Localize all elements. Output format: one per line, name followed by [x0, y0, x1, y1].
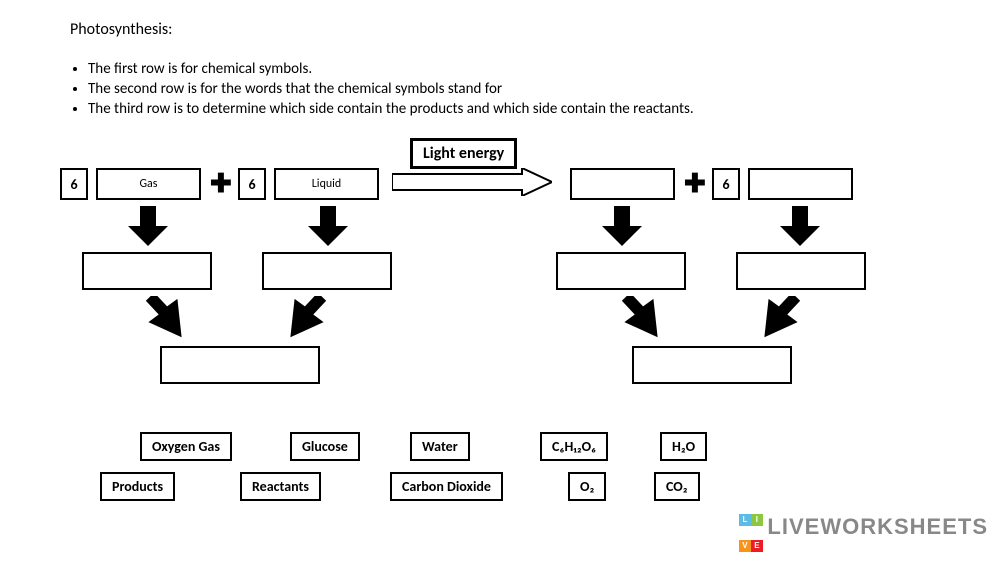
symbol-box-gas[interactable]: Gas: [96, 168, 201, 200]
down-arrow-icon: [308, 206, 348, 246]
down-arrow-icon: [128, 206, 168, 246]
symbol-box-product1[interactable]: [570, 168, 675, 200]
wordbank-item[interactable]: O₂: [568, 472, 606, 501]
plus-icon: ✚: [684, 168, 706, 199]
reaction-arrow-icon: [392, 168, 552, 196]
watermark: LI VE LIVEWORKSHEETS: [739, 502, 988, 554]
down-arrow-icon: [780, 206, 820, 246]
light-energy-label: Light energy: [410, 138, 517, 169]
wordbank-item[interactable]: Products: [100, 472, 175, 501]
bullet-item: The second row is for the words that the…: [88, 80, 694, 98]
wordbank-item[interactable]: Reactants: [240, 472, 321, 501]
wordbank-item[interactable]: CO₂: [654, 472, 700, 501]
symbol-box-product2[interactable]: [748, 168, 853, 200]
word-box-right2[interactable]: [736, 252, 866, 290]
word-box-right1[interactable]: [556, 252, 686, 290]
bullet-item: The first row is for chemical symbols.: [88, 60, 694, 78]
down-arrow-icon: [602, 206, 642, 246]
coefficient-box[interactable]: 6: [238, 168, 266, 200]
coefficient-box[interactable]: 6: [712, 168, 740, 200]
word-box-left2[interactable]: [262, 252, 392, 290]
wordbank-item[interactable]: C₆H₁₂O₆: [540, 432, 608, 461]
page-title: Photosynthesis:: [70, 20, 172, 39]
word-box-left1[interactable]: [82, 252, 212, 290]
diag-arrow-icon: [760, 296, 804, 340]
wordbank-item[interactable]: Water: [410, 432, 470, 461]
diag-arrow-icon: [286, 296, 330, 340]
plus-icon: ✚: [210, 168, 232, 199]
symbol-box-liquid[interactable]: Liquid: [274, 168, 379, 200]
diag-arrow-icon: [618, 296, 662, 340]
side-box-right[interactable]: [632, 346, 792, 384]
logo-icon: LI VE: [739, 502, 763, 554]
wordbank-item[interactable]: Glucose: [290, 432, 360, 461]
wordbank-item[interactable]: Carbon Dioxide: [390, 472, 503, 501]
instruction-list: The first row is for chemical symbols. T…: [70, 60, 694, 120]
bullet-item: The third row is to determine which side…: [88, 100, 694, 118]
photosynthesis-diagram: 6 Gas ✚ 6 Liquid Light energy ✚ 6: [30, 150, 970, 430]
wordbank-item[interactable]: Oxygen Gas: [140, 432, 232, 461]
diag-arrow-icon: [142, 296, 186, 340]
side-box-left[interactable]: [160, 346, 320, 384]
watermark-text: LIVEWORKSHEETS: [767, 514, 988, 539]
coefficient-box[interactable]: 6: [60, 168, 88, 200]
wordbank-item[interactable]: H₂O: [660, 432, 707, 461]
